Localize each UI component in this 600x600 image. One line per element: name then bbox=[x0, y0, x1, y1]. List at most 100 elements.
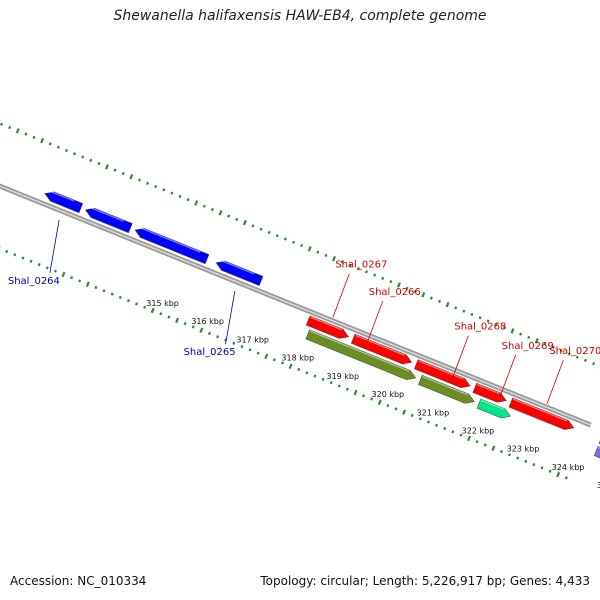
gene-feature-6[interactable] bbox=[350, 333, 413, 367]
gc-dot bbox=[559, 348, 563, 353]
gene-label-shal_0265: Shal_0265 bbox=[184, 347, 236, 358]
gc-dot bbox=[105, 164, 109, 170]
gc-dot bbox=[337, 384, 341, 388]
tick-label-319: 319 kbp bbox=[326, 372, 359, 381]
gc-dot bbox=[499, 449, 503, 454]
gc-dot bbox=[21, 256, 25, 260]
gc-dot bbox=[451, 430, 455, 434]
gc-dot bbox=[332, 255, 337, 262]
gene-feature-2[interactable] bbox=[133, 225, 210, 265]
gene-shal_0266[interactable] bbox=[305, 329, 418, 383]
gc-dot bbox=[377, 399, 382, 406]
outer-dot-track bbox=[0, 122, 600, 370]
gc-dot bbox=[394, 407, 398, 411]
gc-dot bbox=[313, 374, 317, 378]
gc-dot bbox=[519, 332, 523, 336]
gc-dot bbox=[491, 445, 496, 451]
gc-dot bbox=[85, 281, 90, 287]
gc-dot bbox=[583, 358, 587, 363]
gc-dot bbox=[121, 171, 125, 176]
gc-dot bbox=[8, 125, 12, 130]
gene-label-shal_0269: Shal_0269 bbox=[502, 341, 554, 352]
gene-shal_0264[interactable] bbox=[43, 189, 84, 214]
gc-dot bbox=[340, 260, 344, 264]
gene-feature-8[interactable] bbox=[413, 359, 472, 391]
gc-dot bbox=[89, 158, 93, 162]
gc-dot bbox=[470, 312, 474, 317]
gene-feature-1[interactable] bbox=[84, 205, 133, 234]
gene-shine bbox=[512, 398, 568, 422]
gene-label-shal_0267: Shal_0267 bbox=[335, 260, 387, 271]
gc-dot bbox=[524, 459, 528, 463]
gc-dot bbox=[445, 301, 450, 308]
gc-dot bbox=[413, 289, 417, 294]
gc-dot bbox=[381, 276, 385, 281]
gene-shal_0268[interactable] bbox=[418, 374, 476, 406]
gc-dot bbox=[370, 397, 374, 401]
gc-dot bbox=[534, 337, 539, 344]
gene-shine bbox=[87, 205, 124, 222]
gc-dot bbox=[362, 394, 366, 398]
backbone-line bbox=[0, 183, 592, 428]
gene-shal_0267[interactable] bbox=[305, 315, 350, 342]
gc-dot bbox=[73, 152, 77, 156]
gc-dot bbox=[202, 204, 206, 208]
leader-line bbox=[451, 335, 469, 380]
gc-dot bbox=[218, 210, 223, 216]
gene-feature-10[interactable] bbox=[472, 382, 508, 405]
gene-feature-12[interactable] bbox=[593, 445, 600, 486]
gc-dot bbox=[551, 345, 555, 349]
gc-dot bbox=[154, 184, 158, 189]
tick-label-315: 315 kbp bbox=[146, 299, 179, 308]
gene-shine bbox=[137, 225, 201, 253]
leader-line bbox=[498, 354, 517, 399]
gc-dot bbox=[170, 191, 174, 195]
gc-dot bbox=[502, 325, 506, 330]
gene-label-shal_0266: Shal_0266 bbox=[369, 287, 421, 298]
gene-shine bbox=[418, 360, 464, 380]
gc-dot bbox=[29, 259, 33, 263]
leader-line bbox=[49, 220, 60, 273]
gc-dot bbox=[405, 286, 409, 290]
gc-dot bbox=[256, 351, 260, 355]
gc-dot bbox=[356, 266, 360, 271]
gene-shine bbox=[422, 375, 468, 396]
gene-shine bbox=[310, 316, 343, 331]
gc-dot bbox=[329, 381, 333, 385]
gc-dot bbox=[459, 433, 463, 437]
gene-label-shal_0264: Shal_0264 bbox=[8, 276, 60, 287]
gc-dot bbox=[402, 409, 407, 415]
gene-shal_0269[interactable] bbox=[476, 398, 512, 421]
gc-dot bbox=[267, 230, 271, 235]
gene-shal_0270[interactable] bbox=[508, 397, 576, 433]
tick-label-325: 325 kbp bbox=[597, 481, 600, 490]
gene-features[interactable] bbox=[43, 189, 600, 487]
leader-line bbox=[365, 300, 384, 346]
gene-shine bbox=[309, 330, 410, 372]
gc-dot bbox=[345, 387, 349, 391]
gc-dot bbox=[175, 317, 180, 324]
gene-shine bbox=[355, 334, 406, 356]
gc-dot bbox=[40, 137, 45, 144]
gc-dot bbox=[532, 463, 536, 467]
gc-dot bbox=[556, 471, 561, 478]
gc-dot bbox=[548, 469, 552, 473]
tick-label-323: 323 kbp bbox=[507, 445, 540, 454]
gc-dot bbox=[259, 227, 263, 231]
gc-dot bbox=[275, 234, 279, 238]
tick-label-318: 318 kbp bbox=[281, 354, 314, 363]
tick-label-321: 321 kbp bbox=[417, 408, 450, 417]
gc-dot bbox=[129, 173, 134, 180]
leader-line bbox=[225, 291, 236, 345]
gc-dot bbox=[81, 155, 85, 159]
gene-shal_0265[interactable] bbox=[214, 258, 264, 286]
gc-dot bbox=[454, 306, 458, 310]
gc-dot bbox=[37, 262, 41, 267]
gc-dot bbox=[178, 194, 182, 199]
gc-dot bbox=[191, 325, 195, 329]
gc-dot bbox=[194, 200, 199, 206]
gc-dot bbox=[70, 276, 74, 280]
gc-dot bbox=[316, 250, 320, 254]
backbone bbox=[0, 183, 592, 428]
